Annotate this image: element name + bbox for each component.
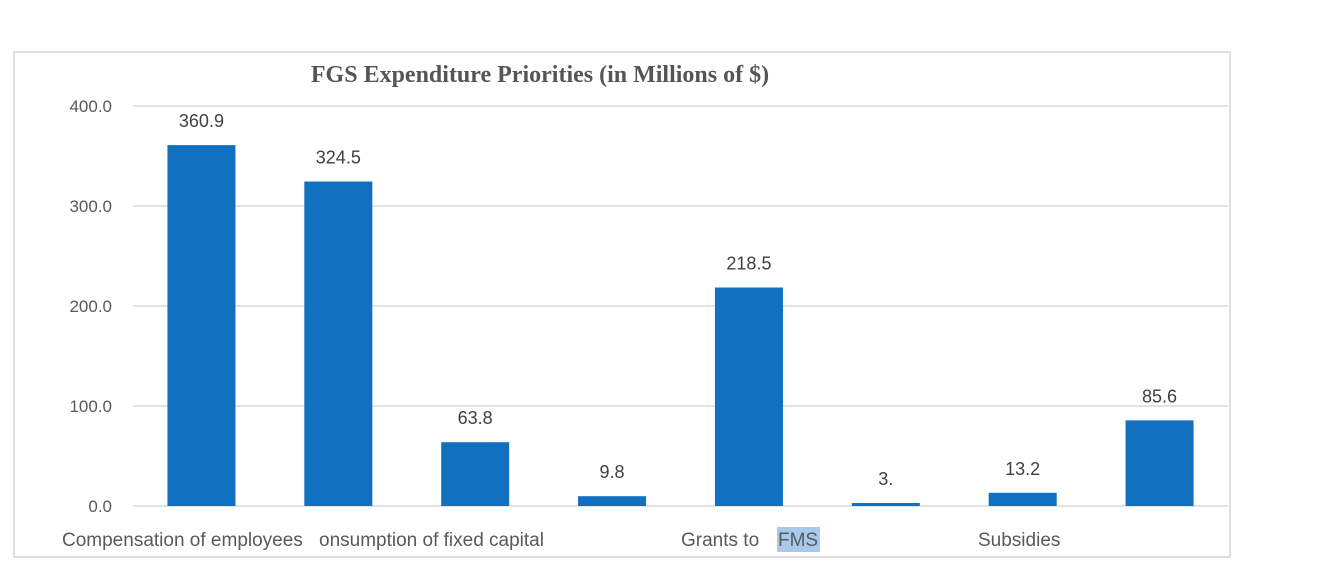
x-axis-labels: Compensation of employees onsumption of …	[62, 527, 1060, 552]
data-label: 85.6	[1142, 386, 1177, 406]
x-tick-label-grants-to: Grants to	[681, 530, 764, 551]
y-tick-label: 100.0	[69, 397, 112, 416]
data-label: 13.2	[1005, 459, 1040, 479]
bar	[988, 492, 1057, 506]
bars	[167, 145, 1194, 506]
bar	[851, 503, 920, 506]
y-tick-label: 200.0	[69, 297, 112, 316]
x-tick-label-compensation-of-employees: Compensation of employees	[62, 530, 303, 551]
bar	[1125, 420, 1194, 506]
chart-title: FGS Expenditure Priorities (in Millions …	[311, 62, 769, 88]
text-selection-highlight	[777, 527, 820, 552]
data-label: 3.	[878, 469, 893, 489]
y-tick-label: 400.0	[69, 97, 112, 116]
bar	[714, 287, 783, 506]
y-axis-ticks: 0.0 100.0 200.0 300.0 400.0	[69, 97, 112, 516]
bar	[441, 442, 510, 506]
bar	[304, 181, 373, 506]
x-tick-label-consumption-of-fixed-capital: onsumption of fixed capital	[319, 530, 544, 551]
data-label: 63.8	[458, 408, 493, 428]
x-tick-label-fms: FMS	[778, 530, 818, 551]
data-label: 9.8	[600, 462, 625, 482]
y-tick-label: 0.0	[88, 497, 112, 516]
data-label: 324.5	[316, 148, 361, 168]
data-label: 218.5	[726, 254, 771, 274]
bar	[578, 496, 647, 506]
bar	[167, 145, 236, 506]
y-tick-label: 300.0	[69, 197, 112, 216]
data-label: 360.9	[179, 111, 224, 131]
data-labels: 360.9 324.5 63.8 9.8 218.5 3. 13.2 85.6	[179, 111, 1177, 489]
x-tick-label-subsidies: Subsidies	[978, 530, 1060, 551]
